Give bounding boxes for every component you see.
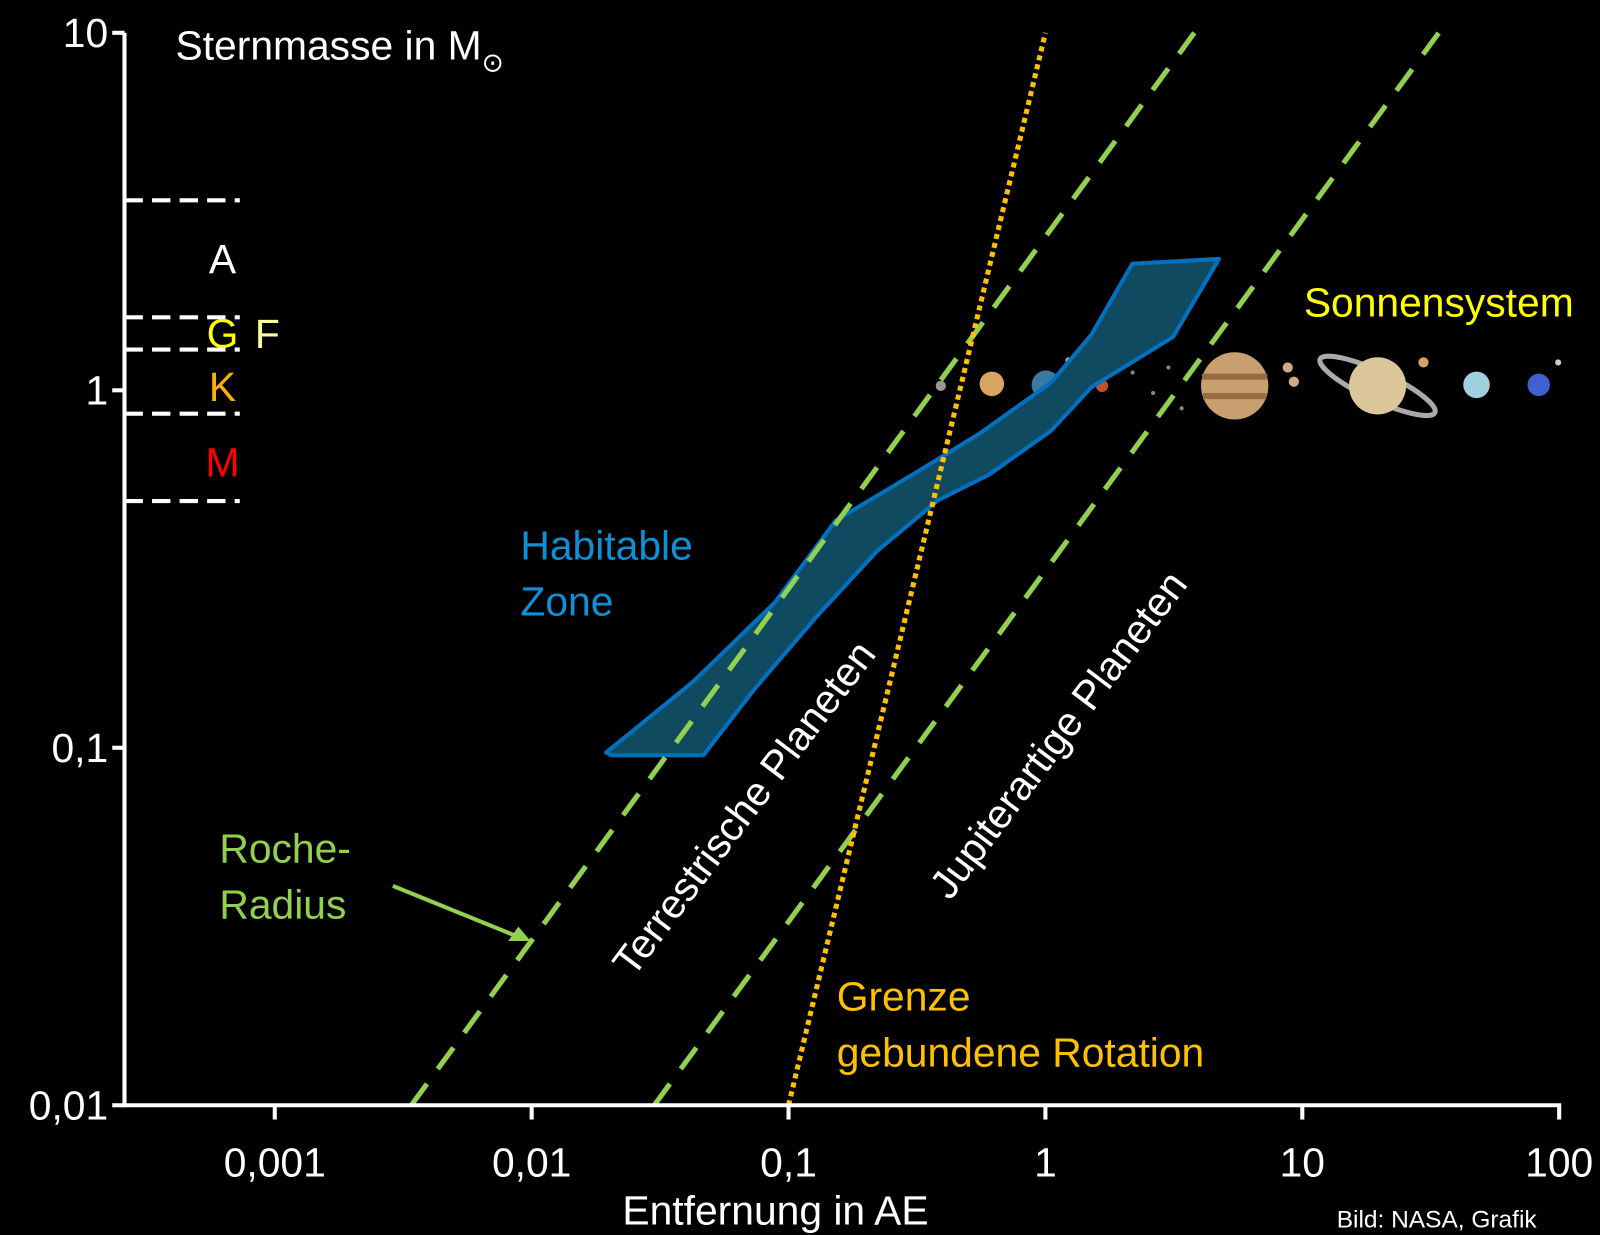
x-tick-label: 10: [1280, 1140, 1325, 1186]
asteroid: [1180, 406, 1184, 410]
habitable-label: Habitable: [520, 522, 692, 568]
credit: Bild: NASA, Grafik: [1337, 1207, 1538, 1234]
asteroid: [1166, 365, 1170, 369]
tidal-label: Grenze: [837, 973, 971, 1019]
tidal-label: gebundene Rotation: [837, 1029, 1204, 1075]
asteroid: [1151, 391, 1155, 395]
x-tick-label: 0,1: [760, 1140, 817, 1186]
x-tick-label: 0,001: [224, 1140, 326, 1186]
y-tick-label: 10: [63, 10, 108, 56]
y-axis-label-sub: ⊙: [482, 48, 504, 78]
class-label: M: [205, 440, 239, 486]
x-tick-label: 1: [1034, 1140, 1057, 1186]
planet-band: [1202, 374, 1267, 380]
x-tick-label: 100: [1525, 1140, 1593, 1186]
x-tick-label: 0,01: [492, 1140, 571, 1186]
chart: Sonnensystem Bild: NASA, Grafik Entfernu…: [0, 0, 1600, 1235]
planet: [1528, 374, 1550, 396]
habitable-label: Zone: [520, 578, 613, 624]
class-label: K: [209, 364, 236, 410]
planet: [936, 381, 946, 391]
planet: [1349, 357, 1406, 414]
x-axis-label: Entfernung in AE: [622, 1188, 928, 1234]
y-axis-label-text: Sternmasse in M: [176, 22, 482, 68]
asteroid: [1131, 371, 1135, 375]
moon: [1289, 377, 1299, 387]
solar-system-label: Sonnensystem: [1304, 279, 1574, 325]
planet: [980, 372, 1004, 396]
planet: [1463, 372, 1490, 399]
class-label: F: [255, 311, 280, 357]
planet: [1201, 352, 1268, 419]
roche-label: Radius: [219, 882, 346, 928]
planet-band: [1203, 393, 1266, 399]
class-label: G: [207, 311, 239, 357]
moon: [1555, 359, 1561, 365]
y-tick-label: 0,1: [51, 725, 108, 771]
roche-label: Roche-: [219, 825, 351, 871]
y-tick-label: 1: [85, 368, 108, 414]
moon: [1283, 362, 1293, 372]
moon: [1418, 357, 1428, 367]
class-label: A: [209, 236, 237, 282]
page: Sonnensystem Bild: NASA, Grafik Entfernu…: [0, 0, 1600, 1235]
y-tick-label: 0,01: [29, 1083, 108, 1129]
